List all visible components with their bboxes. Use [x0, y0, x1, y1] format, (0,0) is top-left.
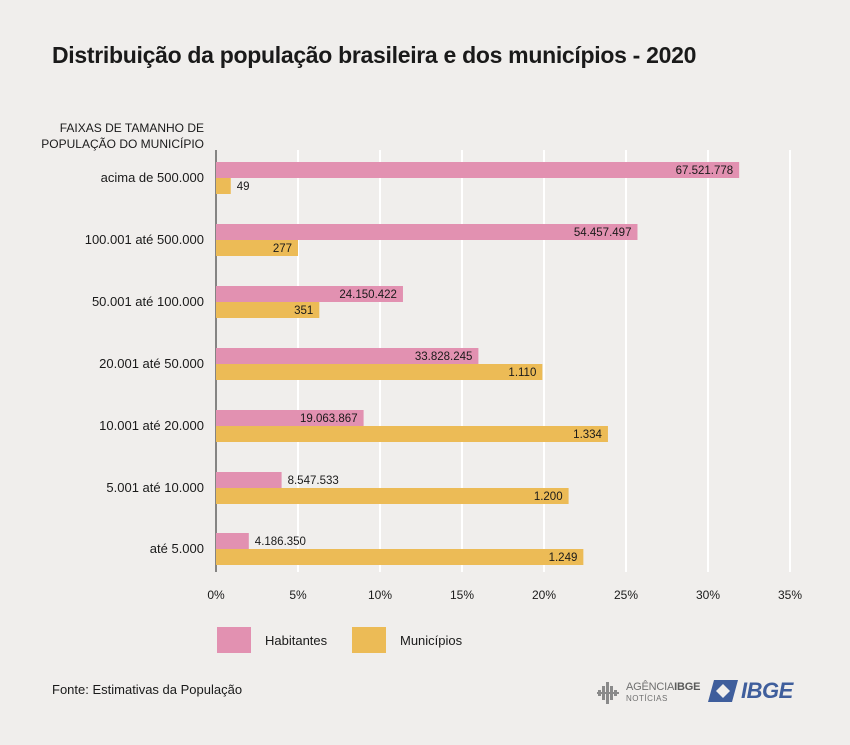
bar-habitantes [216, 533, 249, 549]
bar-municipios [216, 549, 584, 565]
data-label-municipios: 1.249 [549, 552, 578, 564]
legend-swatch-municipios [352, 627, 386, 653]
category-label: acima de 500.000 [101, 170, 204, 185]
ibge-logo: IBGE [708, 678, 793, 704]
category-axis-header: FAIXAS DE TAMANHO DE POPULAÇÃO DO MUNICÍ… [41, 120, 204, 152]
ibge-logo-icon [708, 680, 738, 702]
bar-municipios [216, 178, 231, 194]
data-label-municipios: 1.334 [573, 429, 602, 441]
x-tick-label: 15% [450, 588, 474, 602]
source-note: Fonte: Estimativas da População [52, 682, 243, 697]
legend-label-habitantes: Habitantes [265, 632, 328, 648]
legend-item-municipios: Municípios [352, 627, 462, 653]
data-label-municipios: 351 [294, 305, 313, 317]
bar-habitantes [216, 348, 479, 364]
bar-municipios [216, 426, 608, 442]
data-label-municipios: 1.200 [534, 491, 563, 503]
x-tick-label: 35% [778, 588, 802, 602]
category-label: 5.001 até 10.000 [106, 480, 204, 495]
category-header-line-1: FAIXAS DE TAMANHO DE [59, 121, 204, 135]
data-label-habitantes: 24.150.422 [339, 289, 397, 301]
x-tick-label: 5% [289, 588, 307, 602]
bar-municipios [216, 488, 569, 504]
agencia-logo-bold: IBGE [674, 681, 701, 693]
category-label: 50.001 até 100.000 [92, 294, 204, 309]
ibge-logo-text: IBGE [741, 678, 793, 703]
bar-habitantes [216, 286, 403, 302]
data-label-habitantes: 67.521.778 [676, 165, 734, 177]
data-label-municipios: 1.110 [508, 367, 536, 379]
legend-item-habitantes: Habitantes [217, 627, 327, 653]
bar-chart: 0% 5% 10% 15% 20% 25% 30% 35% acima de 500.000 67… [85, 150, 802, 602]
data-label-habitantes: 19.063.867 [300, 413, 358, 425]
agencia-ibge-icon [597, 682, 619, 704]
bar-habitantes [216, 224, 638, 240]
data-label-municipios: 49 [237, 181, 250, 193]
bar-municipios [216, 240, 298, 256]
category-label: 10.001 até 20.000 [99, 418, 204, 433]
category-label: até 5.000 [150, 541, 204, 556]
x-tick-label: 10% [368, 588, 392, 602]
category-header-line-2: POPULAÇÃO DO MUNICÍPIO [41, 137, 204, 151]
chart-title: Distribuição da população brasileira e d… [52, 42, 697, 68]
category-label: 20.001 até 50.000 [99, 356, 204, 371]
x-tick-label: 25% [614, 588, 638, 602]
bar-habitantes [216, 162, 740, 178]
data-label-habitantes: 54.457.497 [574, 227, 632, 239]
x-tick-label: 0% [207, 588, 225, 602]
legend-swatch-habitantes [217, 627, 251, 653]
agencia-logo-sub: NOTÍCIAS [626, 694, 668, 703]
bar-municipios [216, 364, 543, 380]
data-label-habitantes: 4.186.350 [255, 536, 306, 548]
agencia-logo-prefix: AGÊNCIA [626, 681, 675, 693]
category-label: 100.001 até 500.000 [85, 232, 204, 247]
data-label-habitantes: 8.547.533 [288, 475, 339, 487]
data-label-habitantes: 33.828.245 [415, 351, 473, 363]
x-tick-label: 30% [696, 588, 720, 602]
legend-label-municipios: Municípios [400, 632, 463, 648]
agencia-ibge-logo: AGÊNCIAIBGE NOTÍCIAS [596, 680, 700, 706]
x-tick-label: 20% [532, 588, 556, 602]
bar-habitantes [216, 410, 364, 426]
bar-municipios [216, 302, 320, 318]
data-label-municipios: 277 [273, 243, 292, 255]
bar-habitantes [216, 472, 282, 488]
